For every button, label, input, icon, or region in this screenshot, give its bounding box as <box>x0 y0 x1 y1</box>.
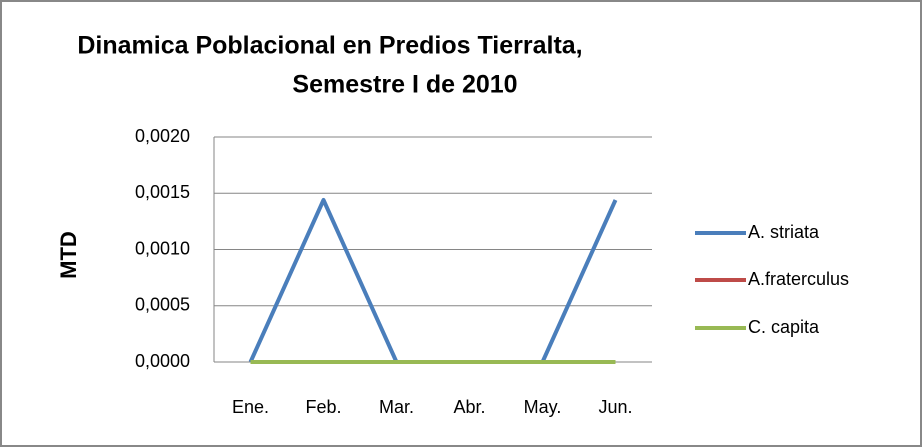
x-tick-label: Jun. <box>598 397 632 417</box>
x-tick-label: Mar. <box>379 397 414 417</box>
legend-label: A. striata <box>748 222 820 242</box>
y-tick-label: 0,0015 <box>135 182 190 202</box>
x-tick-label: Feb. <box>305 397 341 417</box>
legend-label: A.fraterculus <box>748 269 849 289</box>
legend-label: C. capita <box>748 317 820 337</box>
y-tick-label: 0,0010 <box>135 238 190 258</box>
x-tick-label: May. <box>524 397 562 417</box>
y-tick-label: 0,0005 <box>135 295 190 315</box>
y-tick-label: 0,0020 <box>135 126 190 146</box>
x-tick-label: Ene. <box>232 397 269 417</box>
y-tick-label: 0,0000 <box>135 351 190 371</box>
y-axis-label: MTD <box>56 231 81 279</box>
chart-title: Dinamica Poblacional en Predios Tierralt… <box>77 32 582 60</box>
x-tick-label: Abr. <box>453 397 485 417</box>
chart-title: Semestre I de 2010 <box>292 71 517 99</box>
